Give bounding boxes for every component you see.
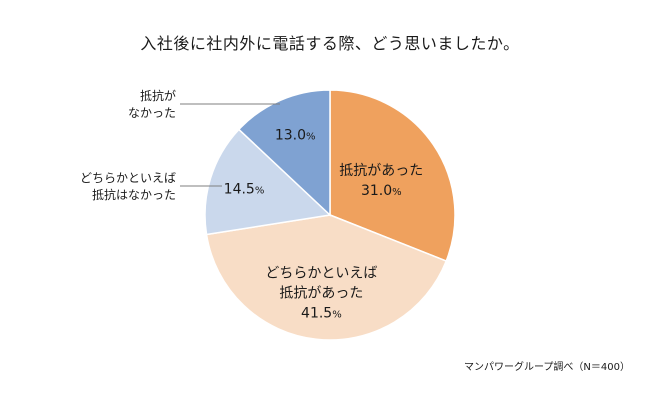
slice-label-1-line-1: 抵抗があった (339, 163, 423, 179)
source-note: マンパワーグループ調べ（N＝400） (464, 362, 630, 373)
pie-slice-3 (204, 128, 332, 236)
slice-value-3: 14.5% (224, 182, 265, 198)
slice-label-2-line-2: 抵抗があった (279, 286, 363, 302)
pie-slice-1 (329, 89, 456, 262)
slice-value-1: 31.0% (361, 183, 402, 199)
pie-slice-2 (205, 214, 448, 341)
chart-title: 入社後に社内外に電話する際、どう思いましたか。 (140, 34, 520, 53)
slice-label-3-line-1: どちらかといえば (80, 171, 176, 185)
slice-value-4: 13.0% (275, 128, 316, 144)
slice-label-2-line-1: どちらかといえば (265, 266, 377, 282)
slice-label-3-line-2: 抵抗はなかった (92, 187, 176, 202)
pie-labels: 抵抗があった31.0%どちらかといえば抵抗があった41.5%14.5%どちらかと… (80, 88, 423, 322)
pie-slice-4 (237, 89, 331, 217)
pie-slices (204, 89, 456, 341)
slice-label-4-line-1: 抵抗が (140, 88, 176, 103)
slice-label-4-line-2: なかった (128, 106, 176, 120)
slice-value-2: 41.5% (301, 306, 342, 322)
